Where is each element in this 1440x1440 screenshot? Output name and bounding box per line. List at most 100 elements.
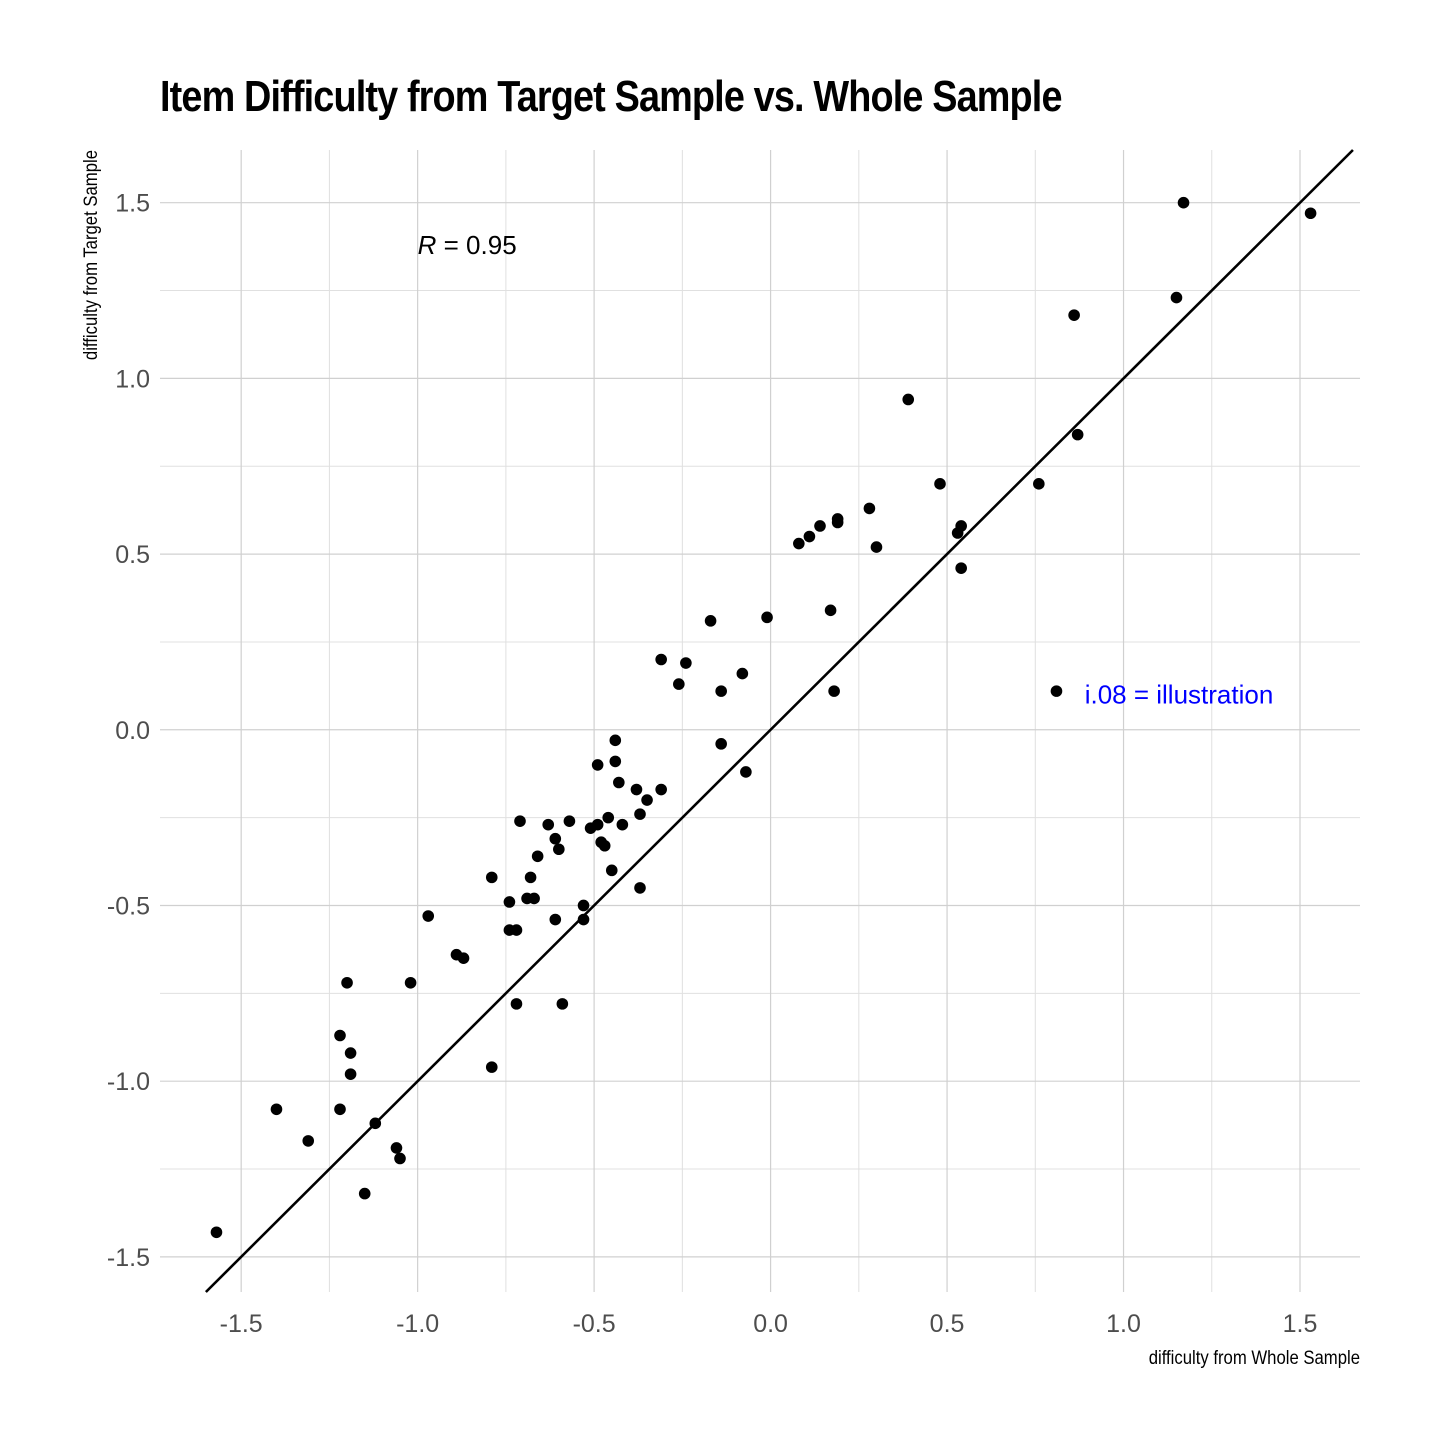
data-point <box>803 530 816 543</box>
data-point <box>828 685 840 697</box>
data-point <box>955 520 967 532</box>
data-point <box>549 913 562 926</box>
data-point <box>704 615 717 627</box>
x-tick-label: 0.5 <box>930 1310 965 1338</box>
data-point <box>609 734 622 747</box>
data-point <box>680 657 692 669</box>
data-point <box>334 1029 346 1042</box>
data-point <box>344 1068 357 1080</box>
correlation-annotation: R = 0.95 <box>418 230 517 260</box>
y-tick-label: -1.5 <box>107 1244 150 1272</box>
correlation-value: = 0.95 <box>436 230 516 260</box>
data-point <box>485 871 498 884</box>
data-point <box>549 832 562 845</box>
data-point <box>270 1103 283 1116</box>
data-point <box>514 815 526 827</box>
data-point <box>457 952 470 964</box>
data-point <box>358 1187 371 1200</box>
points-layer <box>210 196 1317 1239</box>
data-point <box>715 738 727 750</box>
data-point <box>655 783 667 796</box>
data-point <box>955 562 967 574</box>
correlation-symbol: R <box>418 230 437 260</box>
data-point <box>793 537 805 550</box>
data-point <box>870 541 883 553</box>
data-point <box>556 998 569 1010</box>
data-point <box>390 1142 403 1154</box>
data-point <box>591 759 604 771</box>
data-point <box>369 1117 382 1130</box>
data-point <box>863 502 876 515</box>
data-point <box>634 882 646 894</box>
data-point <box>485 1061 498 1073</box>
data-point <box>934 478 946 490</box>
data-point <box>824 604 837 617</box>
data-point <box>344 1047 357 1059</box>
data-point <box>831 516 844 529</box>
data-point <box>598 839 611 852</box>
data-point <box>542 818 555 831</box>
y-tick-label: -0.5 <box>107 892 150 920</box>
data-point <box>503 896 516 908</box>
data-point <box>404 976 417 989</box>
grid <box>160 150 1360 1292</box>
y-axis-title: difficulty from Target Sample <box>80 150 101 360</box>
data-point <box>740 766 752 778</box>
x-tick-label: 1.5 <box>1283 1310 1318 1338</box>
data-point <box>613 776 625 789</box>
data-point <box>609 755 622 768</box>
data-point <box>531 850 544 863</box>
y-tick-label: 1.0 <box>115 365 150 393</box>
data-point <box>422 910 435 922</box>
data-point <box>591 818 604 831</box>
data-point <box>1177 196 1190 209</box>
data-point <box>210 1226 223 1239</box>
y-tick-label: -1.0 <box>107 1068 150 1096</box>
data-point <box>736 667 749 680</box>
data-point <box>341 976 353 989</box>
data-point <box>616 818 629 831</box>
data-point <box>528 892 540 905</box>
reference-line-layer <box>204 149 1354 1293</box>
y-tick-label: 0.5 <box>115 541 150 569</box>
x-tick-label: -0.5 <box>573 1310 616 1338</box>
data-point <box>334 1103 346 1116</box>
data-point <box>673 678 685 690</box>
data-point <box>641 794 653 806</box>
data-point <box>634 808 646 820</box>
x-tick-label: -1.5 <box>220 1310 263 1338</box>
item-label-annotation: i.08 = illustration <box>1085 680 1274 710</box>
annotations: R = 0.95 i.08 = illustration <box>418 230 1274 710</box>
reference-line <box>204 149 1354 1293</box>
y-tick-labels: -1.5 -1.0 -0.5 0.0 0.5 1.0 1.5 <box>107 190 150 1272</box>
data-point <box>1071 428 1084 441</box>
data-point <box>510 924 523 936</box>
data-point <box>302 1135 315 1147</box>
data-point <box>761 611 773 624</box>
data-point <box>655 653 667 666</box>
data-point <box>1050 685 1063 697</box>
data-point <box>553 843 565 856</box>
data-point <box>1304 207 1317 220</box>
data-point <box>524 871 537 884</box>
chart-title: Item Difficulty from Target Sample vs. W… <box>160 72 1063 121</box>
data-point <box>814 520 826 532</box>
data-point <box>577 899 590 912</box>
x-tick-label: 1.0 <box>1106 1310 1141 1338</box>
data-point <box>1033 478 1045 490</box>
data-point <box>902 393 915 406</box>
data-point <box>715 685 727 697</box>
x-tick-label: 0.0 <box>753 1310 788 1338</box>
x-axis-title: difficulty from Whole Sample <box>1149 1347 1360 1368</box>
data-point <box>1068 309 1080 321</box>
x-tick-label: -1.0 <box>396 1310 439 1338</box>
data-point <box>563 815 576 827</box>
data-point <box>630 783 643 796</box>
data-point <box>577 913 590 926</box>
y-tick-label: 0.0 <box>115 717 150 745</box>
data-point <box>602 811 615 824</box>
x-tick-labels: -1.5 -1.0 -0.5 0.0 0.5 1.0 1.5 <box>220 1310 1318 1338</box>
data-point <box>1170 291 1183 304</box>
data-point <box>510 998 523 1010</box>
